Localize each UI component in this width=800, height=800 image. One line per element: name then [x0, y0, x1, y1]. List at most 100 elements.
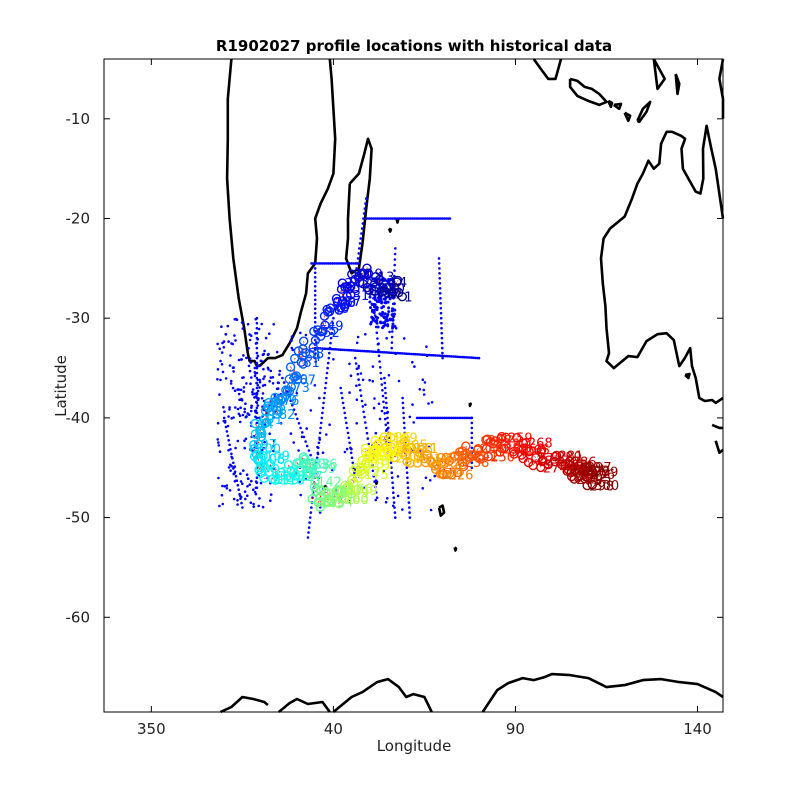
- profile-number-label: 160: [344, 493, 369, 508]
- historical-point: [358, 247, 361, 250]
- historical-point: [263, 375, 266, 378]
- historical-point: [401, 401, 405, 405]
- historical-point: [379, 217, 383, 220]
- historical-point: [350, 262, 353, 265]
- profile-number-label: 253: [495, 438, 520, 453]
- historical-point: [249, 501, 253, 505]
- historical-point: [385, 217, 388, 220]
- historical-point: [241, 327, 245, 330]
- historical-point: [372, 311, 376, 315]
- historical-point: [465, 416, 468, 420]
- historical-point: [364, 202, 367, 205]
- historical-point: [237, 358, 241, 362]
- historical-point: [339, 386, 343, 390]
- profile-marker: [269, 463, 280, 473]
- historical-point: [254, 342, 258, 345]
- coastline: [714, 440, 724, 455]
- historical-point: [344, 262, 347, 265]
- historical-point: [329, 336, 333, 340]
- historical-point: [429, 508, 433, 512]
- historical-point: [263, 349, 266, 353]
- historical-point: [470, 421, 474, 425]
- historical-point: [405, 466, 409, 470]
- historical-point: [477, 356, 481, 360]
- historical-point: [470, 466, 474, 470]
- profile-marker: [281, 385, 291, 395]
- historical-point: [292, 441, 296, 444]
- y-tick-label: -20: [66, 210, 91, 228]
- historical-point: [390, 476, 394, 480]
- historical-point: [233, 334, 236, 337]
- historical-point: [372, 406, 376, 410]
- coastline: [453, 546, 458, 552]
- historical-point: [407, 217, 411, 220]
- profile-number-label: 106: [260, 453, 285, 468]
- historical-point: [225, 430, 229, 433]
- historical-point: [216, 421, 220, 425]
- historical-point: [355, 384, 358, 388]
- historical-point: [353, 356, 357, 360]
- historical-point: [322, 396, 326, 400]
- historical-point: [390, 341, 394, 344]
- coastline: [481, 672, 724, 713]
- historical-point: [466, 416, 470, 420]
- historical-point: [272, 444, 275, 448]
- historical-point: [438, 287, 442, 290]
- historical-point: [383, 297, 387, 301]
- historical-point: [356, 262, 359, 265]
- historical-point: [371, 308, 374, 312]
- historical-point: [258, 386, 261, 389]
- historical-point: [403, 431, 407, 435]
- historical-point: [388, 351, 392, 355]
- historical-point: [380, 409, 384, 413]
- historical-point: [433, 217, 437, 220]
- historical-point: [268, 332, 271, 336]
- profile-number-label: 115: [275, 473, 300, 488]
- historical-point: [216, 438, 219, 441]
- historical-point: [411, 403, 414, 406]
- x-tick-label: 140: [683, 720, 712, 738]
- historical-point: [383, 381, 387, 385]
- profile-number-label: 148: [323, 485, 348, 500]
- profile-number-label: 130: [301, 458, 326, 473]
- historical-point: [360, 227, 364, 230]
- historical-point: [313, 276, 317, 279]
- historical-point: [316, 354, 320, 358]
- profile-number-label: 247: [488, 434, 513, 449]
- profile-number-label: 67: [299, 374, 316, 389]
- profile-number-label: 280: [557, 451, 582, 466]
- historical-point: [232, 497, 236, 501]
- historical-point: [218, 393, 221, 396]
- historical-point: [448, 217, 452, 220]
- historical-point: [470, 436, 474, 440]
- historical-point: [310, 506, 313, 509]
- historical-point: [392, 217, 396, 220]
- profile-marker: [461, 441, 471, 451]
- historical-point: [323, 391, 327, 395]
- profile-marker: [466, 450, 476, 460]
- profile-number-label: 70: [291, 373, 308, 388]
- historical-point: [289, 432, 293, 435]
- historical-point: [427, 445, 431, 449]
- historical-point: [394, 327, 398, 330]
- historical-point: [264, 336, 268, 340]
- historical-point: [343, 411, 347, 415]
- historical-point: [234, 339, 237, 342]
- profile-number-label: 145: [320, 497, 345, 512]
- historical-point: [364, 333, 367, 336]
- historical-point: [419, 416, 423, 420]
- historical-point: [238, 420, 242, 424]
- historical-point: [328, 423, 331, 427]
- historical-point: [362, 212, 366, 215]
- profile-marker: [459, 461, 469, 472]
- historical-point: [386, 421, 390, 425]
- historical-point: [440, 331, 444, 335]
- historical-point: [255, 381, 258, 385]
- profile-marker: [321, 496, 332, 507]
- profile-number-label: 166: [348, 482, 373, 497]
- profile-number-label: 282: [557, 456, 582, 471]
- historical-point: [313, 320, 317, 324]
- historical-point: [377, 354, 381, 358]
- historical-point: [334, 262, 338, 265]
- historical-point: [386, 324, 390, 328]
